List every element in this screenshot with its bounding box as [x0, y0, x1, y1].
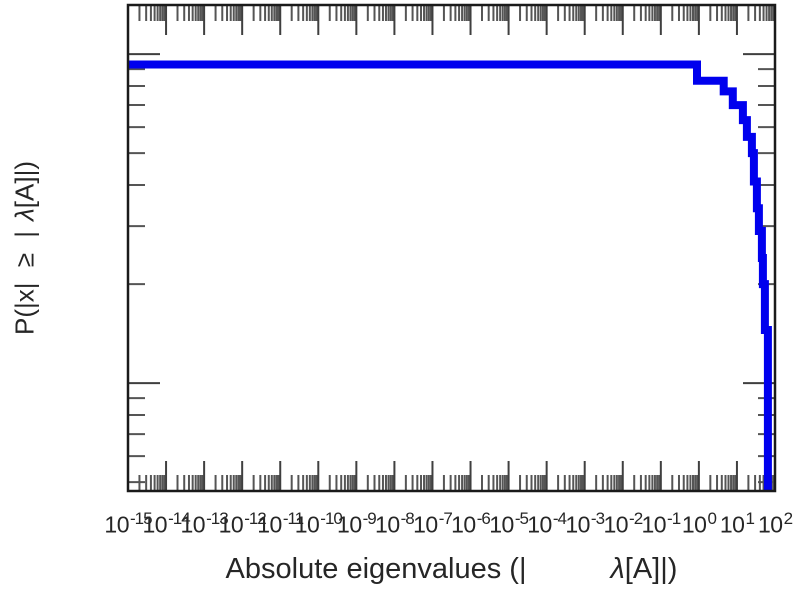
x-tick-label: 10-3: [565, 509, 605, 538]
x-tick-label: 10-1: [641, 509, 681, 538]
plot-border: [126, 3, 777, 493]
x-tick-label: 10-2: [603, 509, 643, 538]
x-tick-label: 10-7: [413, 509, 453, 538]
data-series: [128, 60, 772, 492]
axis-ticks: [127, 5, 776, 491]
x-tick-label: 10-4: [527, 509, 567, 538]
x-tick-label: 100: [681, 509, 717, 538]
x-axis-title-suffix: [A]|): [624, 553, 678, 585]
x-tick-label: 101: [719, 509, 755, 538]
x-tick-label: 10-14: [142, 509, 191, 538]
x-axis-title: Absolute eigenvalues (| λ[A]|): [128, 553, 775, 586]
x-tick-label: 10-11: [257, 509, 304, 538]
y-axis-title: P(|x| ≥ | λ[A]|): [10, 161, 41, 335]
x-tick-label: 10-5: [489, 509, 529, 538]
x-tick-label: 10-15: [104, 509, 152, 538]
x-tick-label: 10-8: [375, 509, 415, 538]
x-tick-label: 10-9: [337, 509, 377, 538]
x-axis-title-text: Absolute eigenvalues (|: [225, 553, 527, 585]
x-tick-label: 10-13: [180, 509, 229, 538]
x-tick-label: 10-6: [451, 509, 491, 538]
lambda-symbol: λ: [9, 208, 40, 222]
x-tick-label: 10-10: [294, 509, 343, 538]
x-tick-label: 102: [757, 509, 793, 538]
lambda-symbol: λ: [610, 553, 625, 585]
y-axis-title-suffix: [A]|): [9, 161, 40, 209]
y-axis-title-text: P(|x| ≥ |: [9, 231, 40, 335]
x-tick-label: 10-12: [218, 509, 267, 538]
ccdf-curve: [128, 60, 772, 492]
